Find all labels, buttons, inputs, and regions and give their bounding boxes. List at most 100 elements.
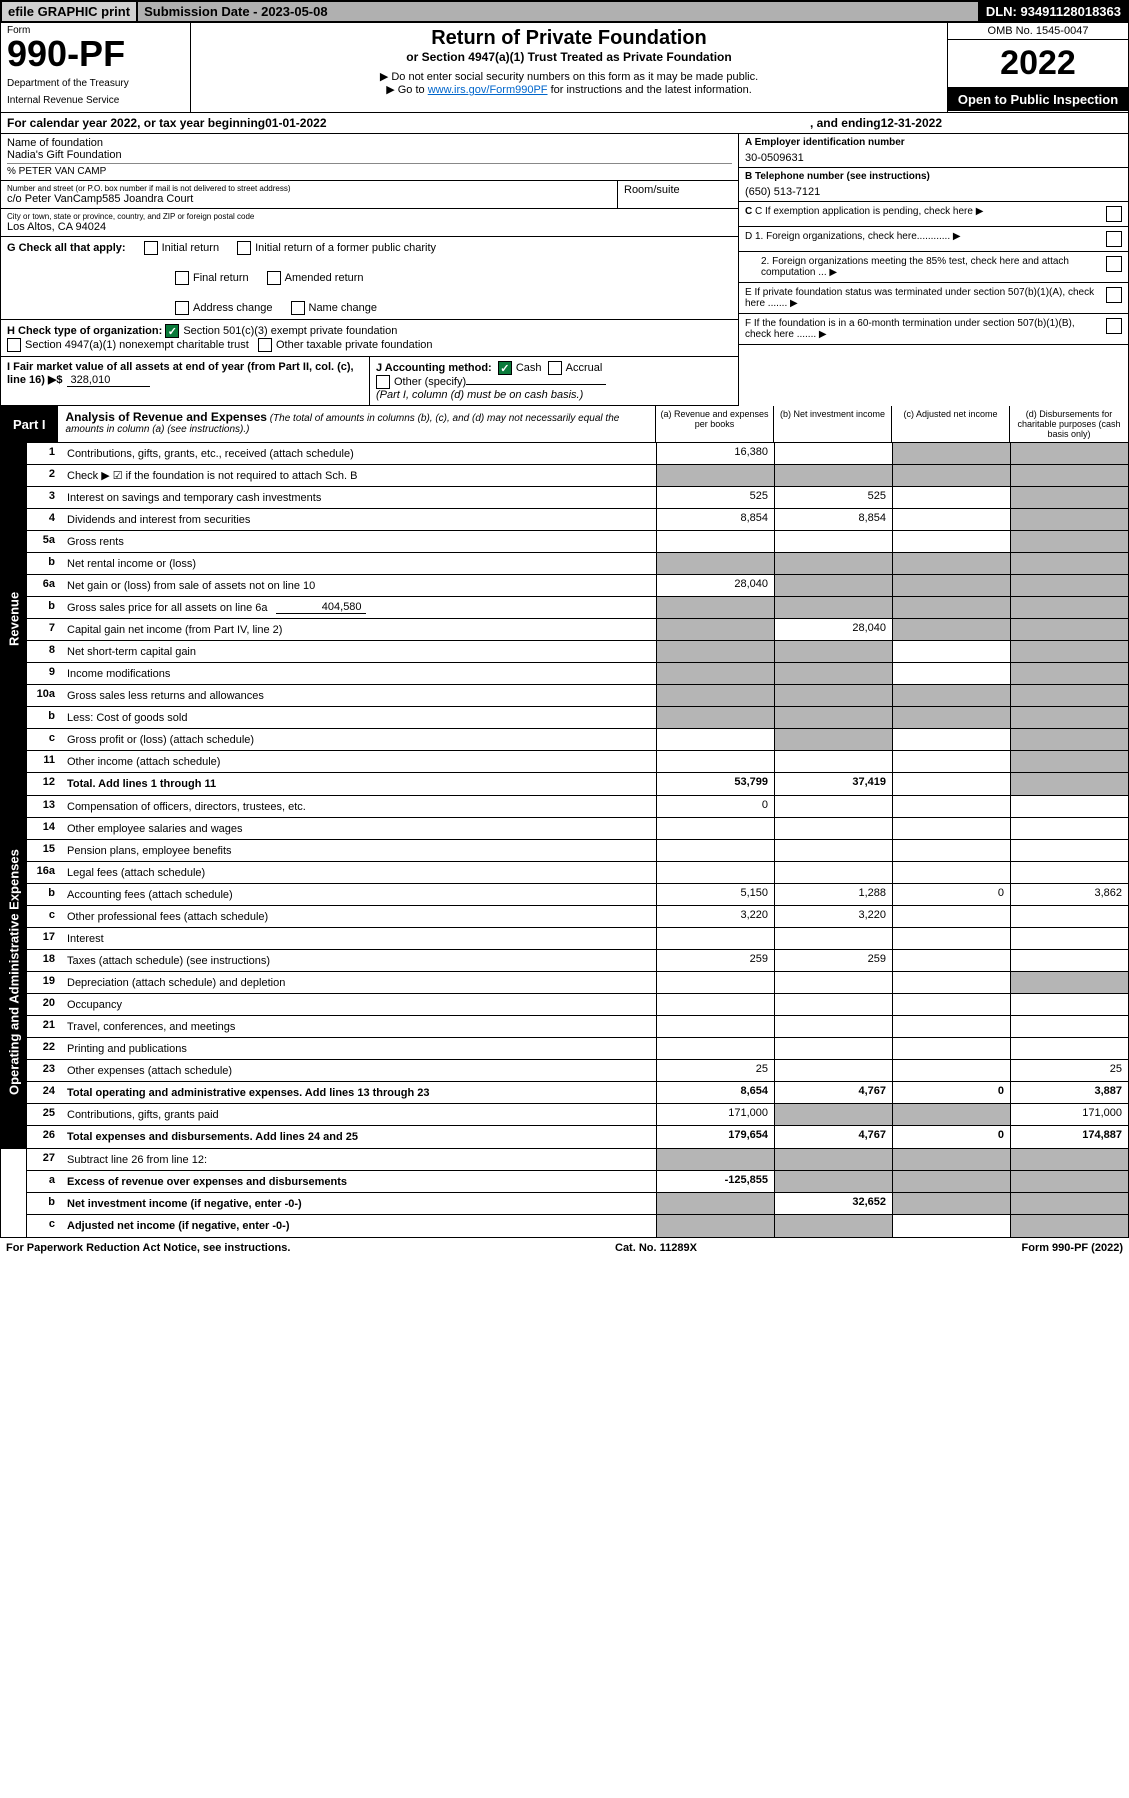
- table-row: 2Check ▶ ☑ if the foundation is not requ…: [27, 465, 1128, 487]
- amount-b: [774, 575, 892, 596]
- checkbox-initial-public[interactable]: [237, 241, 251, 255]
- line-text: Interest: [63, 928, 656, 949]
- table-row: bNet rental income or (loss): [27, 553, 1128, 575]
- amount-d: [1010, 575, 1128, 596]
- line-number: 13: [27, 796, 63, 817]
- amount-c: [892, 1215, 1010, 1237]
- opt-other-method: Other (specify): [394, 376, 466, 388]
- table-row: 4Dividends and interest from securities8…: [27, 509, 1128, 531]
- checkbox-address-change[interactable]: [175, 301, 189, 315]
- checkbox-cash[interactable]: ✓: [498, 361, 512, 375]
- checkbox-d2[interactable]: [1106, 256, 1122, 272]
- amount-c: [892, 1171, 1010, 1192]
- amount-a: [656, 751, 774, 772]
- amount-b: 8,854: [774, 509, 892, 530]
- line-text: Other employee salaries and wages: [63, 818, 656, 839]
- amount-b: [774, 972, 892, 993]
- tax-year: 2022: [948, 40, 1128, 88]
- line-number: 10a: [27, 685, 63, 706]
- f-text: F If the foundation is in a 60-month ter…: [745, 318, 1075, 340]
- checkbox-final-return[interactable]: [175, 271, 189, 285]
- line-number: 2: [27, 465, 63, 486]
- amount-c: [892, 575, 1010, 596]
- line-text: Contributions, gifts, grants paid: [63, 1104, 656, 1125]
- amount-b: [774, 597, 892, 618]
- amount-a: 525: [656, 487, 774, 508]
- amount-d: [1010, 597, 1128, 618]
- efile-label[interactable]: efile GRAPHIC print: [2, 2, 138, 21]
- checkbox-amended[interactable]: [267, 271, 281, 285]
- amount-a: 179,654: [656, 1126, 774, 1148]
- table-row: 12Total. Add lines 1 through 1153,79937,…: [27, 773, 1128, 795]
- amount-a: [656, 1016, 774, 1037]
- amount-b: 4,767: [774, 1126, 892, 1148]
- amount-c: [892, 862, 1010, 883]
- subtraction-table: 27Subtract line 26 from line 12:aExcess …: [0, 1149, 1129, 1238]
- opt-initial: Initial return: [162, 242, 219, 254]
- irs-link[interactable]: www.irs.gov/Form990PF: [428, 84, 548, 96]
- table-row: cOther professional fees (attach schedul…: [27, 906, 1128, 928]
- amount-c: [892, 840, 1010, 861]
- amount-d: [1010, 663, 1128, 684]
- amount-c: [892, 818, 1010, 839]
- amount-d: [1010, 994, 1128, 1015]
- table-row: 5aGross rents: [27, 531, 1128, 553]
- table-row: 3Interest on savings and temporary cash …: [27, 487, 1128, 509]
- amount-c: 0: [892, 1126, 1010, 1148]
- phone-cell: B Telephone number (see instructions) (6…: [739, 168, 1128, 202]
- amount-a: [656, 531, 774, 552]
- line-text: Taxes (attach schedule) (see instruction…: [63, 950, 656, 971]
- amount-d: [1010, 641, 1128, 662]
- amount-d: 171,000: [1010, 1104, 1128, 1125]
- line-text: Other income (attach schedule): [63, 751, 656, 772]
- amount-a: 8,654: [656, 1082, 774, 1103]
- checkbox-name-change[interactable]: [291, 301, 305, 315]
- amount-b: [774, 994, 892, 1015]
- amount-c: [892, 729, 1010, 750]
- instruction-2: ▶ Go to www.irs.gov/Form990PF for instru…: [199, 83, 939, 96]
- ein-value: 30-0509631: [745, 152, 1122, 164]
- line-text: Net rental income or (loss): [63, 553, 656, 574]
- checkbox-e[interactable]: [1106, 287, 1122, 303]
- form-header: Form 990-PF Department of the Treasury I…: [0, 23, 1129, 113]
- address-cell: Number and street (or P.O. box number if…: [1, 181, 618, 208]
- d1-text: D 1. Foreign organizations, check here..…: [745, 231, 950, 242]
- checkbox-c[interactable]: [1106, 206, 1122, 222]
- line-number: 22: [27, 1038, 63, 1059]
- amount-d: [1010, 685, 1128, 706]
- amount-d: [1010, 443, 1128, 464]
- opt-initial-public: Initial return of a former public charit…: [255, 242, 436, 254]
- amount-a: 259: [656, 950, 774, 971]
- b-label: B Telephone number (see instructions): [745, 171, 1122, 182]
- checkbox-501c3[interactable]: ✓: [165, 324, 179, 338]
- amount-b: 28,040: [774, 619, 892, 640]
- checkbox-other-method[interactable]: [376, 375, 390, 389]
- table-row: cGross profit or (loss) (attach schedule…: [27, 729, 1128, 751]
- amount-d: [1010, 773, 1128, 795]
- checkbox-d1[interactable]: [1106, 231, 1122, 247]
- amount-b: [774, 1149, 892, 1170]
- amount-a: [656, 707, 774, 728]
- checkbox-4947[interactable]: [7, 338, 21, 352]
- checkbox-other-taxable[interactable]: [258, 338, 272, 352]
- checkbox-accrual[interactable]: [548, 361, 562, 375]
- amount-b: [774, 531, 892, 552]
- j-box: J Accounting method: ✓Cash Accrual Other…: [370, 357, 738, 405]
- line-number: 20: [27, 994, 63, 1015]
- amount-c: [892, 443, 1010, 464]
- amount-a: 3,220: [656, 906, 774, 927]
- table-row: 8Net short-term capital gain: [27, 641, 1128, 663]
- part1-header: Part I Analysis of Revenue and Expenses …: [0, 406, 1129, 443]
- checkbox-f[interactable]: [1106, 318, 1122, 334]
- line-text: Compensation of officers, directors, tru…: [63, 796, 656, 817]
- calyear-end: 12-31-2022: [881, 116, 942, 130]
- table-row: 20Occupancy: [27, 994, 1128, 1016]
- instruction-1: ▶ Do not enter social security numbers o…: [199, 70, 939, 83]
- c-text: C If exemption application is pending, c…: [755, 206, 973, 217]
- line-text: Interest on savings and temporary cash i…: [63, 487, 656, 508]
- checkbox-initial-return[interactable]: [144, 241, 158, 255]
- revenue-side-label: Revenue: [1, 443, 27, 795]
- line-number: 14: [27, 818, 63, 839]
- amount-a: [656, 972, 774, 993]
- line-number: 11: [27, 751, 63, 772]
